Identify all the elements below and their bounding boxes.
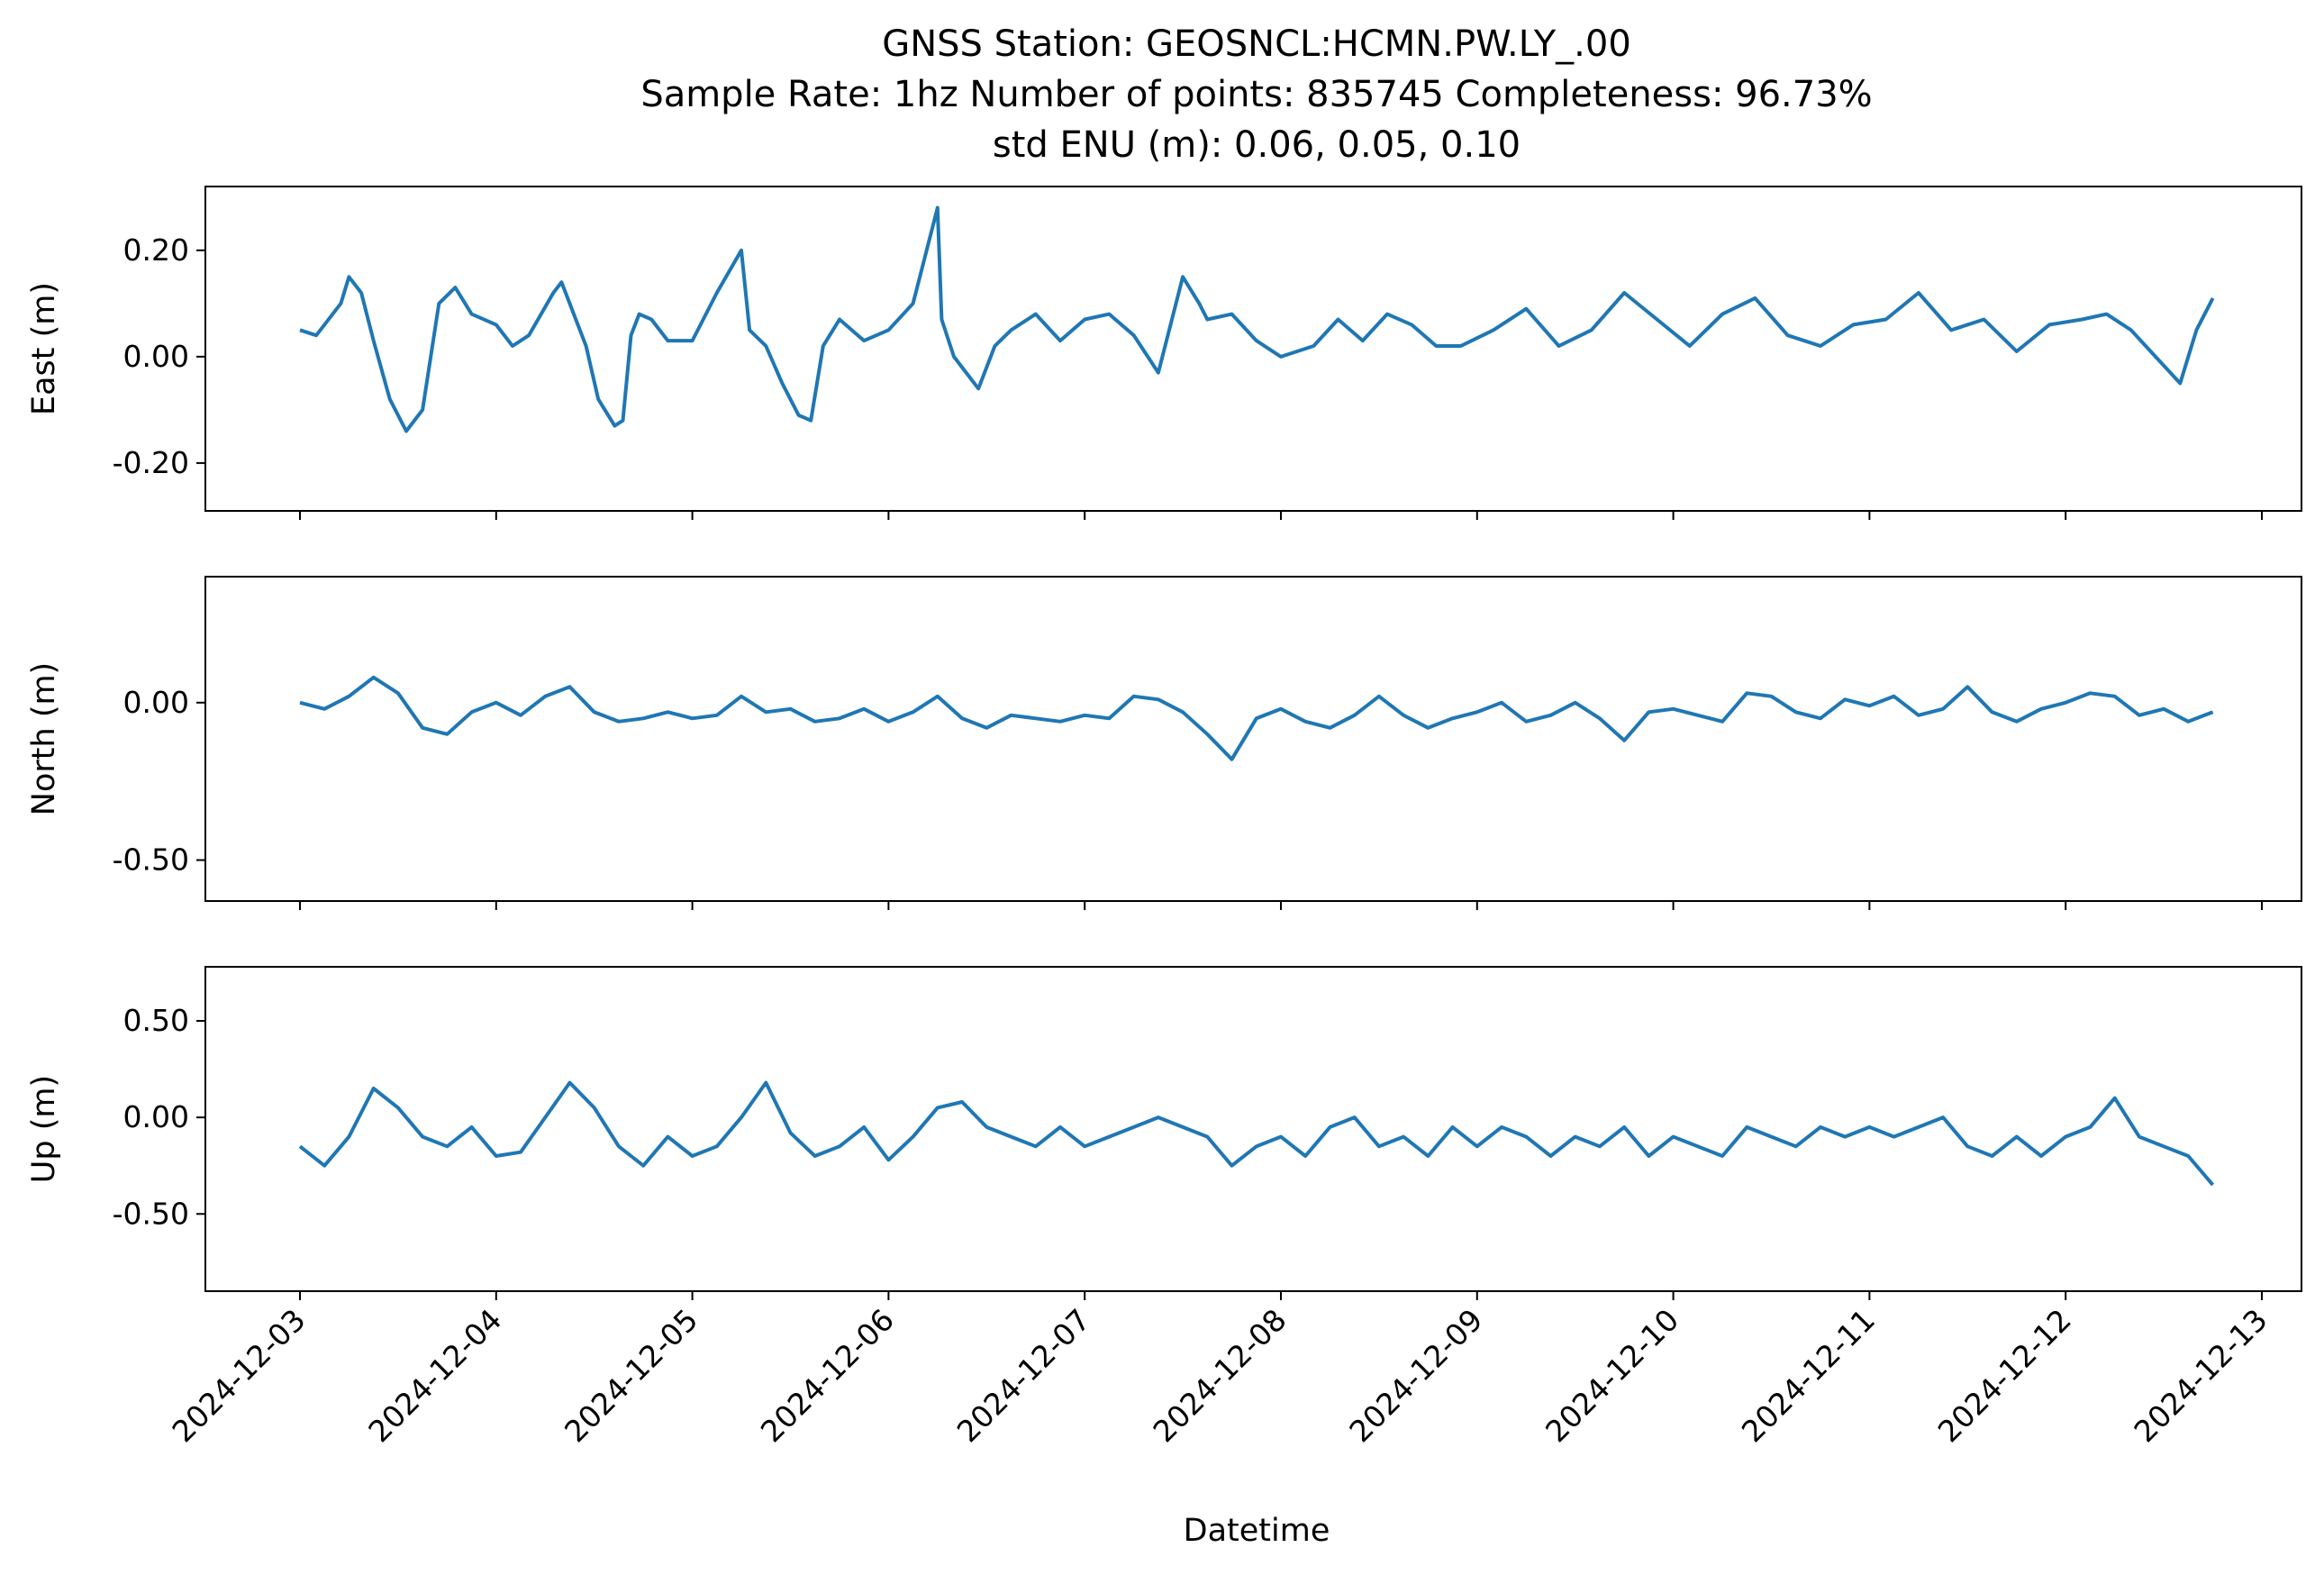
plot-frame bbox=[204, 186, 2302, 512]
x-tick-label: 2024-12-11 bbox=[1735, 1302, 1882, 1449]
x-tick-label: 2024-12-05 bbox=[558, 1302, 704, 1449]
y-axis-label: Up (m) bbox=[26, 1075, 62, 1183]
x-axis-label: Datetime bbox=[1184, 1513, 1330, 1549]
panel-1: 0.20 0.00 -0.20 East (m) bbox=[26, 186, 2302, 520]
series-line bbox=[299, 205, 2215, 433]
y-axis-label: North (m) bbox=[26, 662, 62, 815]
series-line bbox=[299, 675, 2214, 761]
y-tick-label: 0.00 bbox=[123, 1099, 189, 1134]
x-tick-label: 2024-12-04 bbox=[361, 1302, 508, 1449]
x-tick-label: 2024-12-07 bbox=[950, 1302, 1097, 1449]
y-tick-label: -0.50 bbox=[113, 1196, 189, 1231]
x-tick-label: 2024-12-08 bbox=[1146, 1302, 1293, 1449]
y-tick-label: -0.50 bbox=[113, 842, 189, 878]
x-tick-label: 2024-12-10 bbox=[1539, 1302, 1685, 1449]
panel-2: 0.00 -0.50 North (m) bbox=[26, 576, 2302, 910]
panel-3: 0.50 0.00 -0.50 Up (m) 2024-12-03 2024-12-04 2… bbox=[26, 966, 2302, 1449]
x-tick-label: 2024-12-03 bbox=[165, 1302, 312, 1449]
x-tick-label: 2024-12-12 bbox=[1931, 1302, 2078, 1449]
chart-title-line-2: Sample Rate: 1hz Number of points: 83574… bbox=[640, 74, 1872, 115]
y-axis-label: East (m) bbox=[26, 282, 62, 415]
x-tick-label: 2024-12-13 bbox=[2127, 1302, 2274, 1449]
x-tick-label: 2024-12-06 bbox=[754, 1302, 901, 1449]
x-tick-label: 2024-12-09 bbox=[1342, 1302, 1489, 1449]
chart-title-line-3: std ENU (m): 0.06, 0.05, 0.10 bbox=[993, 124, 1521, 166]
plot-frame bbox=[204, 576, 2302, 902]
y-tick-label: 0.00 bbox=[123, 685, 189, 720]
y-tick-label: 0.00 bbox=[123, 339, 189, 374]
y-tick-label: 0.20 bbox=[123, 232, 189, 268]
y-tick-label: 0.50 bbox=[123, 1003, 189, 1038]
y-tick-label: -0.20 bbox=[113, 445, 189, 480]
series-line bbox=[298, 1080, 2215, 1187]
plot-frame bbox=[204, 966, 2302, 1292]
chart-title-line-1: GNSS Station: GEOSNCL:HCMN.PW.LY_.00 bbox=[882, 23, 1631, 65]
